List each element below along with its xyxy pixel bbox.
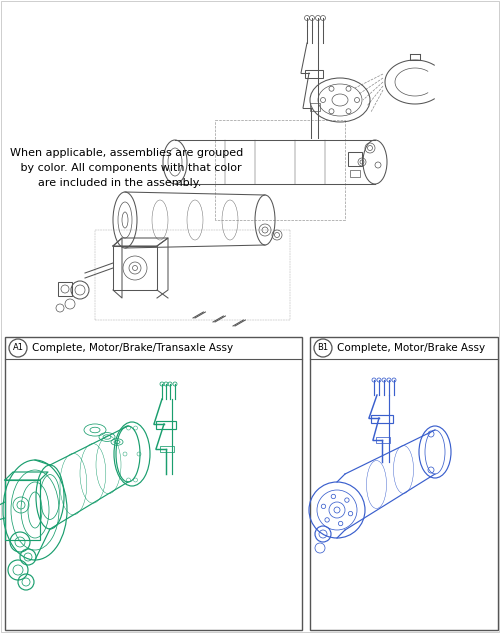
Bar xyxy=(376,437,390,443)
Bar xyxy=(348,152,362,166)
Text: Complete, Motor/Brake Assy: Complete, Motor/Brake Assy xyxy=(337,343,485,353)
Bar xyxy=(156,421,176,429)
Text: When applicable, assemblies are grouped
   by color. All components with that co: When applicable, assemblies are grouped … xyxy=(10,148,243,187)
Bar xyxy=(350,170,360,177)
Bar xyxy=(371,415,393,423)
Bar xyxy=(58,282,72,296)
Text: B1: B1 xyxy=(318,344,328,353)
Bar xyxy=(305,70,323,78)
Bar xyxy=(5,480,40,540)
Bar xyxy=(5,337,302,630)
Text: Complete, Motor/Brake/Transaxle Assy: Complete, Motor/Brake/Transaxle Assy xyxy=(32,343,233,353)
Bar xyxy=(310,103,320,111)
Bar xyxy=(310,337,498,630)
Bar xyxy=(160,446,174,452)
Text: A1: A1 xyxy=(12,344,24,353)
Bar xyxy=(113,246,157,290)
